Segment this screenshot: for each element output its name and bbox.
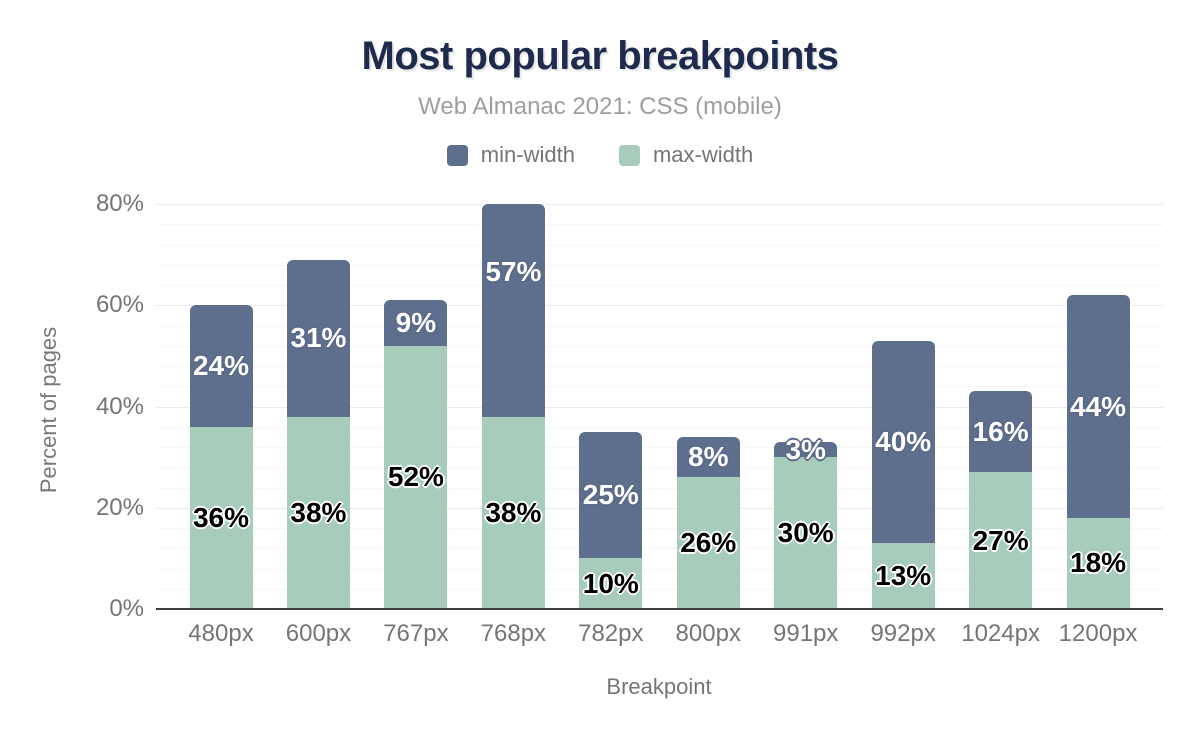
bar-value-label-max-width-767px: 52% — [387, 461, 444, 493]
bar-value-label-min-width-1200px: 44% — [1070, 390, 1127, 422]
bar-segment-max-width-480px[interactable] — [189, 426, 253, 609]
y-tick-label: 20% — [95, 493, 144, 521]
bar-segment-max-width-782px[interactable] — [579, 558, 643, 609]
bar-value-label-max-width-768px: 38% — [485, 496, 542, 528]
minor-gridline — [156, 244, 1163, 246]
bar-segment-max-width-800px[interactable] — [676, 477, 740, 609]
bar-segment-max-width-768px[interactable] — [481, 416, 545, 609]
plot-area: 0% 20% 40% 60% 80% 36% 24% 480px 38% 31% 600px 52% 9… — [96, 190, 1163, 647]
minor-gridline — [156, 487, 1163, 489]
bar-segment-max-width-1200px[interactable] — [1066, 517, 1130, 609]
bar-segment-max-width-600px[interactable] — [286, 416, 350, 609]
bar-value-label-max-width-992px: 13% — [875, 560, 932, 592]
minor-gridline — [156, 467, 1163, 469]
minor-gridline — [156, 366, 1163, 367]
x-tick-label-991px: 991px — [772, 620, 839, 647]
y-tick-label: 80% — [95, 190, 144, 217]
bar-segment-min-width-782px[interactable] — [579, 431, 643, 559]
y-tick-label: 40% — [95, 392, 144, 420]
bar-segment-min-width-800px[interactable] — [676, 436, 740, 478]
x-tick-label-992px: 992px — [870, 620, 936, 647]
minor-gridline — [156, 548, 1163, 550]
chart-subtitle: Web Almanac 2021: CSS (mobile) — [418, 93, 782, 120]
bar-segment-min-width-600px[interactable] — [286, 259, 350, 417]
bar-segment-max-width-991px[interactable] — [774, 457, 838, 609]
bar-value-label-min-width-1024px: 16% — [972, 415, 1029, 447]
minor-gridline — [156, 386, 1163, 388]
bar-value-label-min-width-767px: 9% — [395, 306, 437, 338]
bar-value-label-min-width-600px: 31% — [290, 322, 347, 354]
bar-value-label-min-width-992px: 40% — [875, 425, 932, 457]
bar-value-label-max-width-800px: 26% — [680, 527, 737, 559]
bar-segment-min-width-992px[interactable] — [871, 340, 935, 544]
x-tick-label-1200px: 1200px — [1058, 620, 1138, 647]
bar-value-label-max-width-1024px: 27% — [972, 524, 1029, 556]
bar-value-label-min-width-480px: 24% — [192, 350, 250, 381]
minor-gridline — [156, 224, 1163, 226]
minor-gridline — [156, 325, 1163, 327]
minor-gridline — [156, 426, 1163, 428]
bar-segment-max-width-1024px[interactable] — [969, 472, 1033, 609]
major-gridline — [156, 305, 1163, 307]
x-tick-label-767px: 767px — [383, 620, 449, 647]
bar-value-label-min-width-800px: 8% — [688, 441, 729, 473]
x-tick-label-782px: 782px — [578, 620, 644, 647]
bar-value-label-min-width-782px: 25% — [582, 479, 639, 511]
bar-segment-min-width-480px[interactable] — [189, 305, 253, 427]
minor-gridline — [156, 264, 1163, 266]
bar-segment-max-width-992px[interactable] — [871, 543, 935, 609]
legend-label-min-width: min-width — [480, 142, 575, 167]
bar-value-label-max-width-600px: 38% — [290, 496, 347, 528]
x-tick-label-768px: 768px — [480, 620, 547, 647]
bar-segment-min-width-1024px[interactable] — [969, 391, 1033, 473]
y-tick-label: 60% — [95, 291, 144, 319]
bar-segment-max-width-767px[interactable] — [384, 345, 448, 609]
minor-gridline — [156, 447, 1163, 448]
minor-gridline — [156, 568, 1163, 570]
major-gridline — [156, 204, 1163, 205]
legend: min-width max-width — [0, 142, 1200, 168]
minor-gridline — [156, 528, 1163, 529]
minor-gridline — [156, 588, 1163, 590]
bar-segment-min-width-767px[interactable] — [384, 300, 448, 346]
legend-label-max-width: max-width — [652, 142, 754, 167]
bar-value-label-min-width-991px: 3% — [785, 433, 826, 465]
legend-item-min-width: min-width — [446, 142, 575, 168]
bar-value-label-max-width-480px: 36% — [192, 501, 250, 533]
bar-value-label-max-width-1200px: 18% — [1070, 547, 1127, 579]
x-axis-baseline — [156, 607, 1163, 610]
bar-segment-min-width-768px[interactable] — [481, 204, 545, 417]
minor-gridline — [156, 345, 1163, 347]
bar-value-label-min-width-768px: 57% — [485, 256, 542, 288]
x-axis-title: Breakpoint — [606, 674, 712, 699]
x-tick-label-1024px: 1024px — [961, 620, 1040, 647]
y-tick-label: 0% — [109, 595, 144, 622]
bar-segment-min-width-991px[interactable] — [774, 441, 838, 458]
legend-swatch-max-width-icon — [618, 144, 640, 166]
legend-item-max-width: max-width — [618, 142, 754, 168]
x-tick-label-800px: 800px — [675, 620, 741, 647]
bar-value-label-max-width-991px: 30% — [777, 517, 834, 549]
legend-swatch-min-width-icon — [446, 144, 468, 166]
bar-segment-min-width-1200px[interactable] — [1066, 295, 1130, 518]
x-tick-label-480px: 480px — [188, 620, 254, 647]
chart-title: Most popular breakpoints — [361, 34, 839, 78]
major-gridline — [156, 406, 1163, 408]
bar-value-label-max-width-782px: 10% — [582, 567, 639, 599]
major-gridline — [156, 507, 1163, 509]
minor-gridline — [156, 285, 1163, 286]
x-tick-label-600px: 600px — [285, 620, 352, 647]
